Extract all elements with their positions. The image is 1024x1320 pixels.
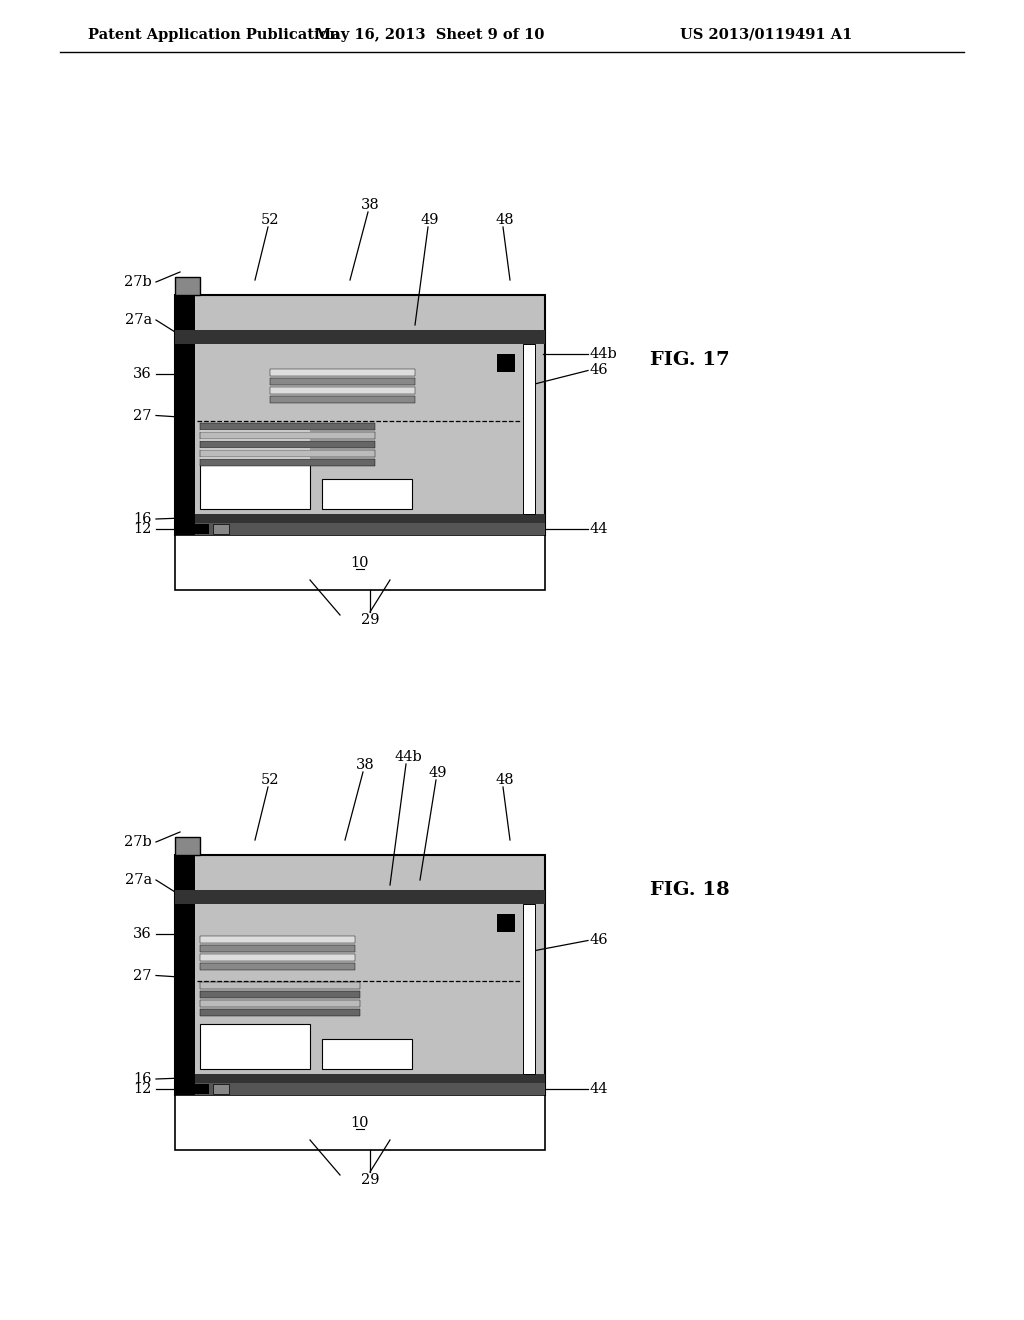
Bar: [200, 1024, 310, 1069]
Bar: [175, 294, 195, 535]
Bar: [270, 396, 415, 403]
Text: 46: 46: [590, 363, 608, 378]
Text: US 2013/0119491 A1: US 2013/0119491 A1: [680, 28, 852, 42]
Text: 22: 22: [221, 1040, 240, 1053]
Bar: [200, 458, 375, 466]
Text: 48: 48: [496, 213, 514, 227]
Text: 42a: 42a: [356, 933, 384, 948]
Bar: [200, 954, 355, 961]
Bar: [175, 1096, 545, 1150]
Text: 38: 38: [360, 198, 379, 213]
Text: 10: 10: [351, 1115, 370, 1130]
Bar: [497, 354, 515, 372]
Bar: [497, 913, 515, 932]
Text: 52: 52: [261, 213, 280, 227]
Bar: [200, 982, 360, 989]
Bar: [322, 479, 412, 510]
Text: 42b: 42b: [353, 1052, 381, 1067]
Text: 44b: 44b: [590, 347, 617, 360]
Text: 12: 12: [133, 521, 152, 536]
Text: FIG. 18: FIG. 18: [650, 880, 730, 899]
Bar: [175, 855, 545, 1096]
Bar: [200, 422, 310, 465]
Bar: [200, 450, 375, 457]
Bar: [213, 1084, 229, 1094]
Bar: [195, 345, 535, 513]
Bar: [175, 535, 545, 590]
Bar: [200, 1001, 360, 1007]
Bar: [175, 513, 545, 523]
Bar: [175, 330, 545, 345]
Text: 36: 36: [133, 927, 152, 941]
Text: 46: 46: [590, 933, 608, 948]
Bar: [200, 441, 375, 447]
Bar: [195, 524, 209, 535]
Text: 52: 52: [261, 774, 280, 787]
Text: 27a: 27a: [125, 873, 152, 887]
Text: 49: 49: [421, 213, 439, 227]
Bar: [175, 1082, 545, 1096]
Bar: [175, 523, 545, 535]
Bar: [200, 964, 355, 970]
Text: 29: 29: [360, 1173, 379, 1187]
Bar: [200, 991, 360, 998]
Bar: [175, 890, 545, 904]
Bar: [200, 1008, 360, 1016]
Bar: [523, 345, 535, 513]
Text: 48: 48: [496, 774, 514, 787]
Text: 27: 27: [133, 408, 152, 422]
Bar: [175, 855, 195, 1096]
Text: 42a: 42a: [226, 362, 254, 375]
Bar: [322, 1039, 412, 1069]
Text: 44: 44: [590, 521, 608, 536]
Text: 44: 44: [590, 1082, 608, 1096]
Bar: [213, 524, 229, 535]
Bar: [175, 1074, 545, 1082]
Text: May 16, 2013  Sheet 9 of 10: May 16, 2013 Sheet 9 of 10: [315, 28, 545, 42]
Bar: [523, 904, 535, 1074]
Text: 12: 12: [133, 1082, 152, 1096]
Bar: [270, 378, 415, 384]
Bar: [195, 904, 535, 1074]
Text: 38: 38: [355, 758, 375, 772]
Bar: [200, 432, 375, 438]
Text: 16: 16: [133, 512, 152, 525]
Bar: [200, 936, 355, 942]
Text: 27: 27: [133, 969, 152, 982]
Text: 10: 10: [351, 556, 370, 570]
Text: 44b: 44b: [394, 750, 422, 764]
Bar: [200, 465, 310, 510]
Text: 27b: 27b: [124, 836, 152, 849]
Bar: [175, 277, 200, 294]
Text: 27a: 27a: [125, 313, 152, 327]
Text: 16: 16: [133, 1072, 152, 1086]
Text: 27b: 27b: [124, 275, 152, 289]
Bar: [200, 945, 355, 952]
Text: Patent Application Publication: Patent Application Publication: [88, 28, 340, 42]
Text: 29: 29: [360, 612, 379, 627]
Bar: [175, 837, 200, 855]
Bar: [270, 368, 415, 375]
Bar: [270, 387, 415, 393]
Bar: [200, 422, 375, 429]
Text: 36: 36: [133, 367, 152, 381]
Text: 42b: 42b: [364, 492, 391, 506]
Text: FIG. 17: FIG. 17: [650, 351, 730, 370]
Text: 49: 49: [429, 766, 447, 780]
Bar: [195, 1084, 209, 1094]
Bar: [175, 294, 545, 535]
Text: 22: 22: [221, 480, 240, 494]
